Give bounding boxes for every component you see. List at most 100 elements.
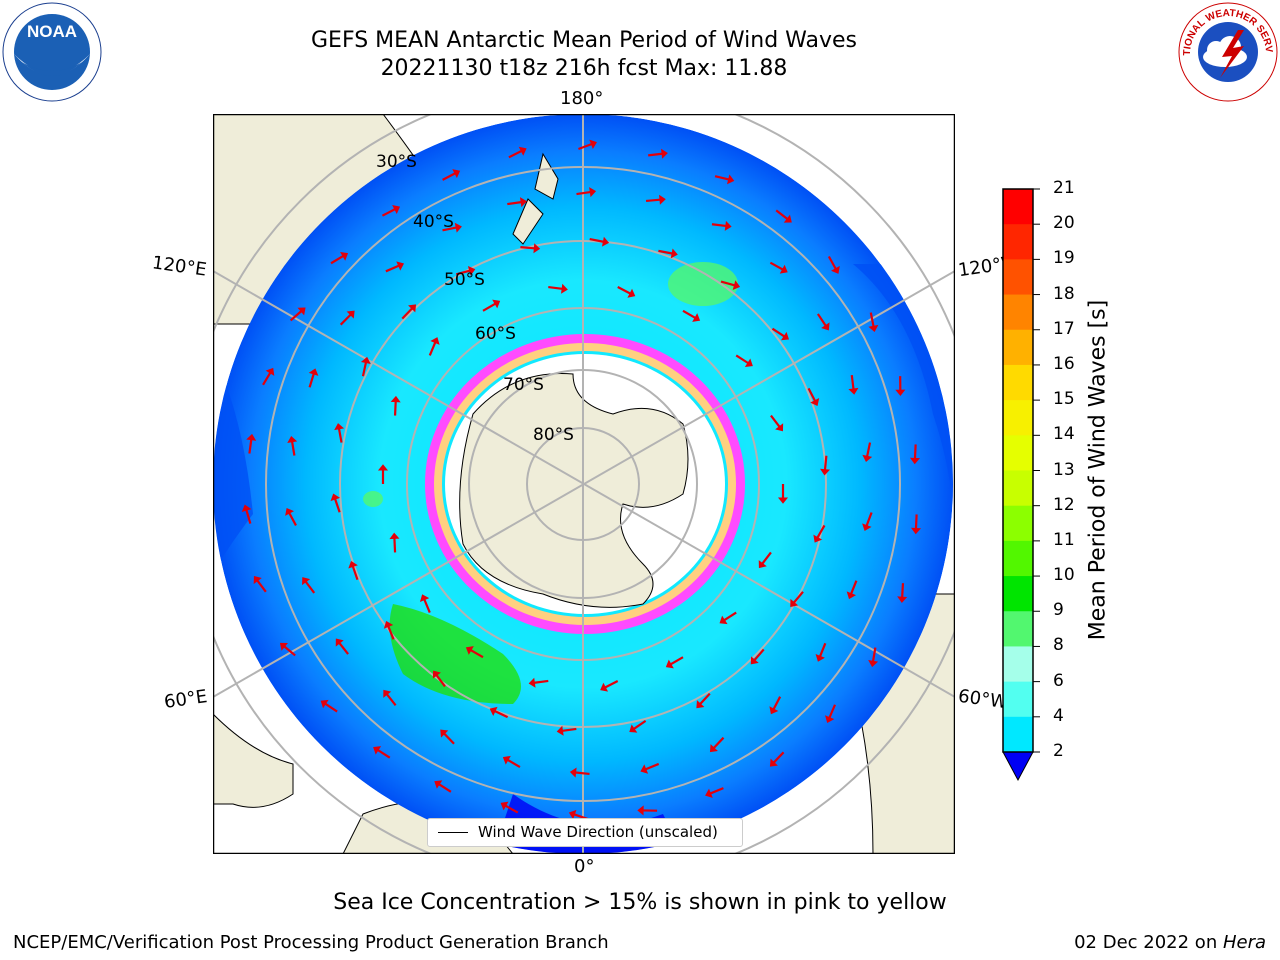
wind-arrow-shaft (871, 647, 877, 662)
wind-arrow-head (360, 356, 371, 365)
wind-arrow-head (910, 527, 922, 535)
wind-arrow-shaft (548, 285, 563, 290)
wind-arrow-shaft (442, 226, 457, 232)
wind-arrow-head (335, 638, 344, 647)
wind-arrow-head (265, 367, 275, 376)
wind-arrow-shaft (308, 373, 315, 388)
wind-arrow-head (696, 700, 705, 709)
wind-arrow-head (533, 243, 541, 254)
wind-arrow-shaft (438, 783, 452, 793)
wind-arrow-shaft (494, 710, 509, 719)
wind-arrow-head (556, 725, 564, 736)
wind-arrow-shaft (401, 307, 413, 320)
colorbar-band (1003, 646, 1033, 683)
wind-arrow-head (769, 758, 778, 767)
colorbar-tick-label: 21 (1053, 178, 1075, 198)
colorbar-band (1003, 716, 1033, 753)
wind-arrow-head (519, 197, 527, 208)
wind-arrow-shaft (256, 579, 267, 593)
wind-arrow-shaft (337, 428, 343, 443)
wind-arrow-shaft (869, 312, 875, 327)
wind-arrow-shaft (816, 313, 827, 327)
colorbar-tick-label: 2 (1053, 741, 1064, 761)
new-zealand-south-land (512, 198, 544, 245)
wind-arrow-head (377, 464, 389, 471)
wind-arrow-shaft (711, 223, 726, 228)
wind-arrow-shaft (901, 583, 905, 598)
wind-arrow-head (637, 805, 644, 816)
wind-arrow-shaft (330, 255, 344, 265)
wind-arrow-shaft (819, 642, 827, 657)
wind-arrow-head (390, 395, 401, 403)
wind-arrow-head (601, 236, 610, 247)
legend-line-sample (438, 832, 468, 833)
colorbar-band (1003, 611, 1033, 647)
wind-arrow-head (821, 322, 830, 331)
graticule (213, 114, 955, 854)
wind-arrow-head (660, 148, 668, 159)
wind-arrow-head (502, 755, 511, 765)
wind-arrow-shaft (393, 401, 397, 416)
wind-arrow-shaft (807, 387, 816, 402)
madagascar-land (213, 713, 294, 808)
wind-arrow-shaft (710, 787, 724, 795)
colorbar-tick-label: 16 (1053, 353, 1075, 374)
legend: Wind Wave Direction (unscaled) (427, 818, 743, 847)
wind-arrow-head (815, 653, 825, 662)
colorbar-band (1003, 259, 1033, 296)
colorbar-tick-label: 13 (1053, 459, 1075, 480)
wind-arrow-head (813, 534, 823, 543)
legend-label: Wind Wave Direction (unscaled) (478, 823, 718, 841)
wind-arrow-head (279, 642, 288, 651)
wind-arrow-head (467, 266, 476, 276)
colorbar-tick-label: 20 (1053, 213, 1075, 234)
wind-arrow-shaft (443, 732, 455, 745)
wind-arrow-head (769, 706, 779, 715)
wind-arrow-head (434, 780, 443, 789)
wind-arrow-head (432, 670, 441, 679)
wind-arrow-shaft (658, 249, 673, 255)
wind-arrow-shaft (381, 208, 396, 217)
colorbar-label: Mean Period of Wind Waves [s] (1085, 299, 1111, 641)
wind-arrow-head (777, 497, 789, 504)
wind-arrow-shaft (338, 642, 349, 655)
wind-arrow-head (392, 205, 401, 214)
wind-arrow-shaft (823, 455, 828, 470)
wind-arrow-head (744, 358, 753, 367)
wind-arrow-head (831, 265, 840, 274)
wind-arrow-shaft (377, 749, 391, 759)
wind-arrow-head (518, 146, 527, 156)
wind-arrow-head (692, 313, 701, 322)
wind-arrow-head (670, 248, 678, 259)
lon-label-0: 0° (574, 856, 595, 877)
colorbar-band (1003, 224, 1033, 260)
wind-arrow-head (758, 560, 767, 569)
wind-arrow-shaft (304, 581, 316, 594)
colorbar-band (1003, 329, 1033, 366)
wind-arrow-head (600, 682, 609, 692)
wind-arrow-shaft (393, 538, 397, 553)
wind-arrow-shaft (772, 696, 782, 710)
wind-arrow-shaft (816, 524, 826, 539)
wind-arrow-shaft (682, 309, 696, 319)
lon-label-180: 180° (560, 88, 604, 109)
colorbar-tick-label: 19 (1053, 248, 1075, 269)
wind-arrow-shaft (428, 342, 437, 356)
nws-logo: NATIONAL WEATHER SERVICE (1178, 2, 1278, 102)
wind-arrow-shaft (262, 372, 272, 386)
wind-arrow-head (862, 454, 873, 462)
wind-arrow-shaft (288, 512, 297, 526)
wind-direction-arrows (241, 139, 922, 821)
wind-arrow-head (810, 398, 820, 406)
wind-arrow-head (246, 433, 257, 441)
wind-arrow-shaft (770, 414, 781, 428)
colorbar-band (1003, 470, 1033, 507)
wind-arrow-shaft (670, 656, 684, 666)
footer-date: 02 Dec 2022 on Hera (1074, 932, 1266, 953)
wind-arrow-head (287, 435, 298, 444)
wind-arrow-shaft (423, 599, 431, 613)
wind-arrow-shaft (245, 509, 252, 524)
wind-arrow-head (454, 222, 462, 233)
wind-arrow-head (492, 299, 501, 309)
wind-arrow-head (775, 423, 784, 432)
